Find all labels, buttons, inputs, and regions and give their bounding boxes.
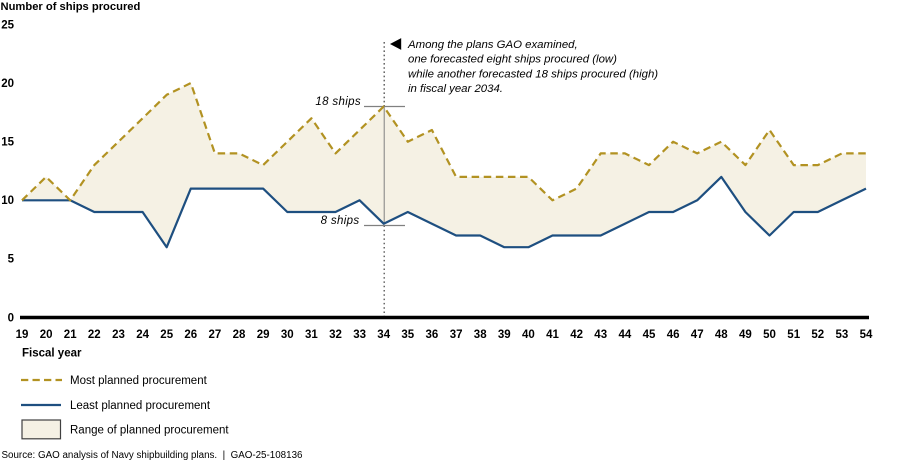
- svg-text:36: 36: [426, 329, 439, 341]
- svg-text:Fiscal year: Fiscal year: [22, 348, 82, 360]
- svg-text:one forecasted eight ships pro: one forecasted eight ships procured (low…: [408, 54, 617, 66]
- svg-text:35: 35: [401, 329, 414, 341]
- svg-text:Most planned procurement: Most planned procurement: [70, 375, 208, 387]
- svg-text:26: 26: [184, 329, 197, 341]
- svg-text:23: 23: [112, 329, 125, 341]
- svg-text:22: 22: [88, 329, 101, 341]
- svg-text:24: 24: [136, 329, 149, 341]
- svg-text:while another forecasted 18 sh: while another forecasted 18 ships procur…: [408, 68, 658, 80]
- svg-text:29: 29: [257, 329, 270, 341]
- svg-text:Number of ships procured: Number of ships procured: [1, 1, 141, 13]
- svg-text:37: 37: [450, 329, 463, 341]
- svg-text:19: 19: [16, 329, 29, 341]
- svg-text:32: 32: [329, 329, 342, 341]
- svg-text:10: 10: [1, 195, 14, 207]
- svg-text:25: 25: [160, 329, 173, 341]
- svg-text:34: 34: [377, 329, 390, 341]
- svg-text:5: 5: [8, 254, 15, 266]
- svg-text:46: 46: [667, 329, 680, 341]
- svg-text:0: 0: [8, 312, 14, 324]
- svg-text:in fiscal year 2034.: in fiscal year 2034.: [408, 83, 503, 95]
- svg-text:53: 53: [836, 329, 849, 341]
- svg-text:47: 47: [691, 329, 704, 341]
- svg-text:49: 49: [739, 329, 752, 341]
- svg-text:Among the plans GAO examined,: Among the plans GAO examined,: [407, 39, 578, 51]
- svg-text:25: 25: [1, 19, 14, 31]
- svg-text:48: 48: [715, 329, 728, 341]
- svg-text:41: 41: [546, 329, 559, 341]
- svg-text:33: 33: [353, 329, 366, 341]
- svg-text:Range of planned procurement: Range of planned procurement: [70, 425, 229, 437]
- svg-text:38: 38: [474, 329, 487, 341]
- svg-text:43: 43: [594, 329, 607, 341]
- svg-text:20: 20: [40, 329, 53, 341]
- svg-text:39: 39: [498, 329, 511, 341]
- svg-text:51: 51: [787, 329, 800, 341]
- svg-text:50: 50: [763, 329, 776, 341]
- svg-text:30: 30: [281, 329, 294, 341]
- svg-text:Least planned procurement: Least planned procurement: [70, 400, 211, 412]
- svg-text:15: 15: [1, 137, 14, 149]
- svg-text:42: 42: [570, 329, 583, 341]
- svg-text:31: 31: [305, 329, 318, 341]
- svg-text:27: 27: [209, 329, 222, 341]
- svg-text:28: 28: [233, 329, 246, 341]
- svg-text:8 ships: 8 ships: [321, 215, 360, 227]
- svg-text:44: 44: [619, 329, 632, 341]
- svg-text:40: 40: [522, 329, 535, 341]
- svg-text:Source: GAO analysis of Navy s: Source: GAO analysis of Navy shipbuildin…: [2, 450, 304, 461]
- svg-text:54: 54: [860, 329, 873, 341]
- svg-text:52: 52: [811, 329, 824, 341]
- svg-text:18 ships: 18 ships: [315, 96, 361, 108]
- svg-text:20: 20: [1, 78, 14, 90]
- svg-text:21: 21: [64, 329, 77, 341]
- svg-text:45: 45: [643, 329, 656, 341]
